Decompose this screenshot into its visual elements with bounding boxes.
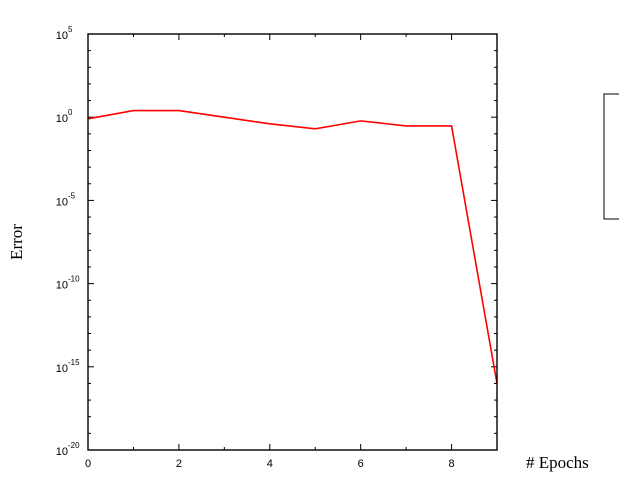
y-tick-label: 10 (56, 280, 68, 292)
x-tick-label: 0 (85, 458, 91, 470)
legend-box (603, 93, 619, 220)
x-tick-label: 8 (448, 458, 454, 470)
y-tick-exponent: -5 (68, 191, 76, 200)
x-tick-label: 2 (176, 458, 182, 470)
y-tick-label: 10 (56, 113, 68, 125)
error-series-line (87, 109, 498, 384)
plot-frame (87, 33, 498, 451)
axis-ticks (87, 33, 498, 451)
y-tick-label: 10 (56, 363, 68, 375)
y-tick-exponent: -20 (68, 441, 80, 450)
y-axis-label: Error (7, 224, 26, 260)
y-tick-label: 10 (56, 30, 68, 42)
x-axis-label: # Epochs (526, 453, 589, 472)
y-tick-exponent: 5 (68, 25, 73, 34)
x-tick-label: 4 (267, 458, 273, 470)
y-tick-exponent: -15 (68, 358, 80, 367)
y-tick-label: 10 (56, 196, 68, 208)
y-tick-label: 10 (56, 446, 68, 458)
x-tick-label: 6 (358, 458, 364, 470)
y-tick-exponent: 0 (68, 108, 73, 117)
y-tick-exponent: -10 (68, 275, 80, 284)
